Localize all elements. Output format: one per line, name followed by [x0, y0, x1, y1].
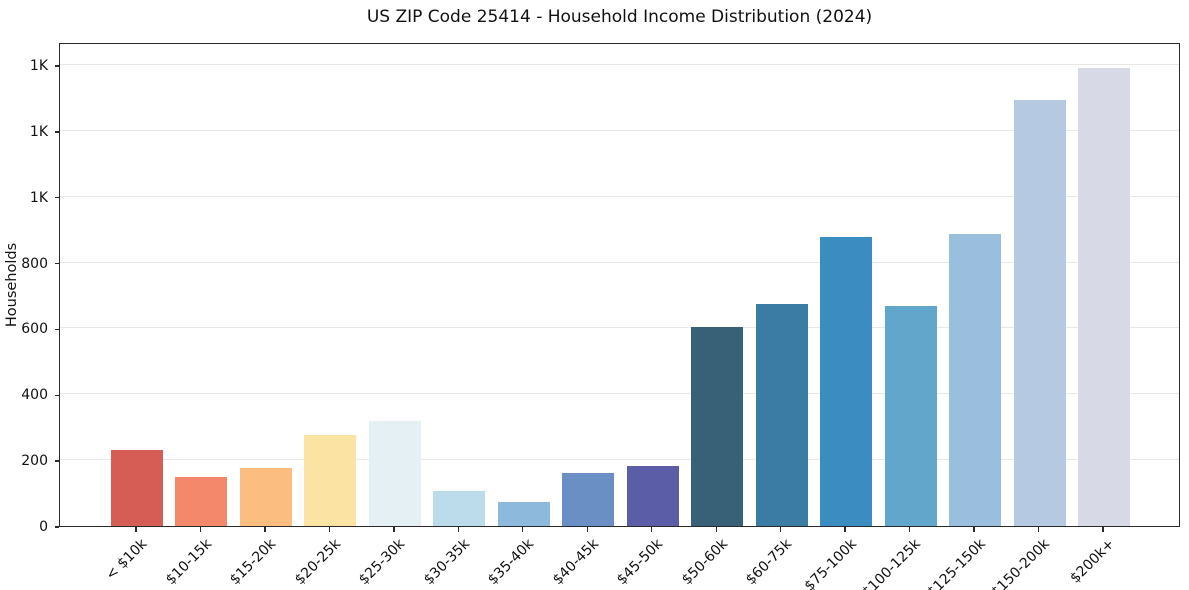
x-tick-label: $100-125k [859, 536, 924, 590]
bar [497, 502, 550, 526]
y-axis: 0 200 400 600 800 1K 1K 1K [0, 43, 59, 535]
bar [111, 449, 163, 526]
gridline [60, 459, 1179, 461]
x-tick-mark [586, 527, 588, 532]
x-tick-mark [393, 527, 395, 532]
x-tick-mark [522, 527, 524, 532]
x-axis: < $10k $10-15k $15-20k $20-25k $25-30k $30-35… [59, 527, 1180, 590]
y-tick-label: 400 [21, 387, 48, 404]
x-tick-label: $60-75k [742, 536, 795, 589]
bar [175, 476, 228, 526]
y-tick-label: 800 [21, 255, 48, 272]
x-tick-mark [199, 527, 202, 532]
x-tick-label: $75-100k [801, 536, 860, 590]
y-tick-label: 1K [29, 123, 48, 140]
chart-title: US ZIP Code 25414 - Household Income Dis… [366, 7, 873, 27]
y-tick-mark [54, 328, 59, 331]
x-tick-mark [264, 527, 266, 532]
y-tick-label: 600 [21, 321, 48, 338]
y-tick-mark [54, 526, 59, 528]
bar [433, 490, 486, 526]
y-tick-mark [54, 262, 59, 265]
x-tick-label: $25-30k [356, 536, 409, 589]
gridline [60, 393, 1179, 395]
x-tick-mark [844, 527, 846, 532]
x-tick-label: < $10k [102, 536, 151, 584]
x-tick-label: $200k+ [1066, 536, 1118, 587]
gridline [60, 195, 1179, 197]
gridline [60, 327, 1179, 329]
y-tick-label: 200 [21, 453, 48, 470]
y-tick-mark [54, 131, 59, 133]
x-tick-mark [135, 527, 137, 532]
bar [368, 420, 421, 526]
x-tick-mark [973, 527, 975, 532]
bar [304, 435, 357, 526]
bar [626, 466, 679, 526]
x-tick-label: $10-15k [162, 536, 215, 589]
x-tick-mark [1037, 527, 1040, 532]
gridline [60, 129, 1179, 131]
x-tick-label: $15-20k [227, 536, 280, 589]
x-tick-label: $45-50k [613, 536, 667, 589]
y-tick-mark [54, 394, 59, 396]
bar [820, 236, 873, 526]
bar [949, 233, 1002, 526]
bar [562, 472, 615, 526]
y-tick-mark [54, 65, 59, 67]
bar [239, 467, 292, 526]
x-tick-label: $35-40k [485, 536, 538, 589]
gridline [60, 64, 1179, 66]
y-tick-label: 0 [39, 519, 48, 535]
x-tick-mark [457, 527, 459, 532]
x-tick-mark [328, 527, 331, 532]
x-tick-label: $20-25k [291, 536, 344, 589]
bar [755, 303, 808, 526]
x-tick-mark [780, 527, 782, 532]
x-tick-label: $125-150k [923, 536, 989, 590]
x-tick-label: $50-60k [678, 536, 731, 589]
y-tick-mark [54, 197, 59, 199]
y-tick-mark [54, 460, 59, 462]
y-tick-label: 1K [29, 189, 48, 206]
y-tick-label: 1K [29, 58, 48, 75]
x-tick-mark [715, 527, 717, 532]
bar [1078, 67, 1130, 526]
x-tick-label: $40-45k [549, 536, 602, 589]
x-tick-label: $30-35k [420, 536, 473, 589]
plot-area [59, 43, 1180, 527]
bar [884, 305, 937, 526]
x-tick-mark [1102, 527, 1104, 532]
gridline [60, 261, 1179, 263]
x-tick-mark [908, 527, 911, 532]
x-tick-label: $150-200k [988, 536, 1053, 590]
bar [691, 327, 744, 526]
x-tick-mark [651, 527, 653, 532]
bar [1013, 100, 1066, 526]
